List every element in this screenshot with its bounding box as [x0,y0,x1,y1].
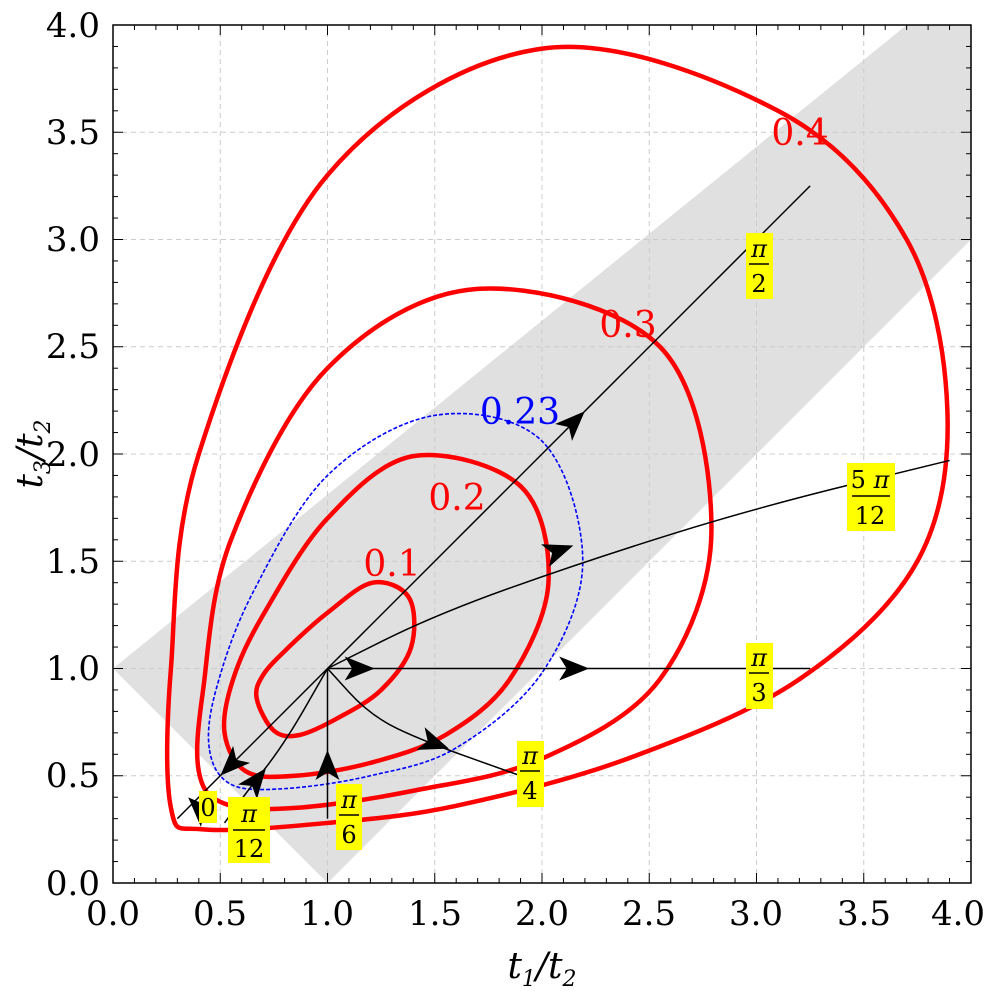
svg-text:5 π: 5 π [851,466,891,494]
svg-text:6: 6 [341,821,356,849]
y-tick-label: 1.5 [46,542,100,582]
y-tick-label: 0.5 [46,756,100,796]
x-tick-label: 2.5 [622,894,676,934]
grid-lines [113,25,971,883]
angle-tag-pi-2: π 2 [746,233,773,299]
flow-arrowhead [540,544,574,567]
y-tick-label: 2.0 [46,435,100,475]
flow-arrowhead [416,727,449,750]
svg-text:π: π [240,800,258,828]
flow-arrowhead [344,656,375,681]
x-tick-label: 0.5 [193,894,247,934]
contour-0.2 [221,452,551,780]
y-tick-label: 4.0 [46,6,100,46]
x-tick-labels: 0.0 0.5 1.0 1.5 2.0 2.5 3.0 3.5 4.0 [86,894,985,934]
flow-arrowhead [238,768,266,800]
angle-tag-0: 0 [199,791,217,823]
y-axis-title: t3/t2 [10,419,56,488]
x-tick-label: 1.0 [300,894,354,934]
angle-tag-pi-12: π 12 [228,797,270,863]
contour-0.23 [207,412,584,791]
x-tick-label: 4.0 [931,894,985,934]
x-tick-label: 1.5 [408,894,462,934]
flow-arrowhead [315,750,340,781]
flow-line-5π/12 [327,459,950,670]
y-tick-label: 1.0 [46,649,100,689]
angle-tag-pi-3: π 3 [746,643,773,709]
y-tick-label: 0.0 [46,864,100,904]
plot-frame [112,24,972,884]
x-tick-label: 3.5 [837,894,891,934]
contour-label-0.4: 0.4 [771,113,828,154]
svg-text:4: 4 [522,777,537,805]
svg-text:0: 0 [200,794,215,822]
svg-text:3: 3 [751,679,766,707]
flow-arrowhead [220,745,251,776]
contour-layer [164,44,950,833]
y-tick-labels: 0.0 0.5 1.0 1.5 2.0 2.5 3.0 3.5 4.0 [46,6,100,904]
tick-marks [112,24,972,884]
contour-label-0.3: 0.3 [599,305,656,346]
svg-text:π: π [521,742,539,770]
svg-text:12: 12 [234,835,265,863]
y-tick-label: 3.0 [46,220,100,260]
flow-arrowhead [559,656,590,681]
angle-tag-pi-6: π 6 [336,784,362,850]
flow-line-0 [176,185,811,820]
svg-text:12: 12 [855,502,886,530]
contour-0.1 [253,579,417,739]
x-tick-label: 2.0 [515,894,569,934]
angle-tag-5pi-12: 5 π 12 [847,463,895,531]
contour-label-0.23: 0.23 [480,392,560,433]
contour-label-0.1: 0.1 [363,544,420,585]
flow-arrowhead [555,411,585,441]
svg-text:π: π [750,235,768,263]
contour-0.3 [194,286,714,812]
contour-0.4 [164,44,950,833]
svg-text:π: π [340,786,358,814]
x-tick-label: 3.0 [729,894,783,934]
x-tick-label: 0.0 [86,894,140,934]
svg-text:2: 2 [751,270,766,298]
contour-label-0.2: 0.2 [428,478,485,519]
y-tick-label: 2.5 [46,327,100,367]
x-axis-title: t1/t2 [507,946,576,991]
flow-line-layer [176,185,950,828]
y-tick-label: 3.5 [46,113,100,153]
angle-tag-pi-4: π 4 [517,741,544,807]
flow-line-π/12 [223,668,329,824]
svg-text:π: π [750,644,768,672]
